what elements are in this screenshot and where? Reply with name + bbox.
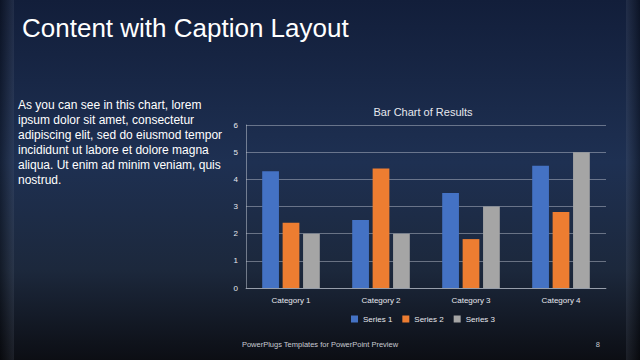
svg-text:3: 3 bbox=[234, 202, 239, 211]
svg-text:Category 3: Category 3 bbox=[451, 296, 491, 305]
html-text:PowerPlugs Templates for Power: PowerPlugs Templates for PowerPoint Prev… bbox=[241, 340, 399, 349]
svg-text:Category 4: Category 4 bbox=[541, 296, 581, 305]
svg-text:Series 1: Series 1 bbox=[363, 315, 393, 324]
svg-text:Category 1: Category 1 bbox=[271, 296, 311, 305]
svg-text:5: 5 bbox=[234, 148, 239, 157]
svg-text:4: 4 bbox=[234, 175, 239, 184]
svg-text:Bar Chart of Results: Bar Chart of Results bbox=[373, 106, 473, 118]
html-text:As you can see in this chart,: As you can see in this chart, lorem ipsu… bbox=[18, 98, 223, 187]
svg-text:Series 3: Series 3 bbox=[466, 315, 496, 324]
html-text:8: 8 bbox=[595, 340, 600, 349]
svg-text:1: 1 bbox=[234, 256, 239, 265]
svg-text:Series 2: Series 2 bbox=[414, 315, 444, 324]
html-text:Content with Caption Layout: Content with Caption Layout bbox=[22, 13, 349, 43]
svg-text:0: 0 bbox=[234, 284, 239, 293]
svg-text:6: 6 bbox=[234, 121, 239, 130]
svg-text:2: 2 bbox=[234, 229, 239, 238]
svg-text:Category 2: Category 2 bbox=[361, 296, 401, 305]
